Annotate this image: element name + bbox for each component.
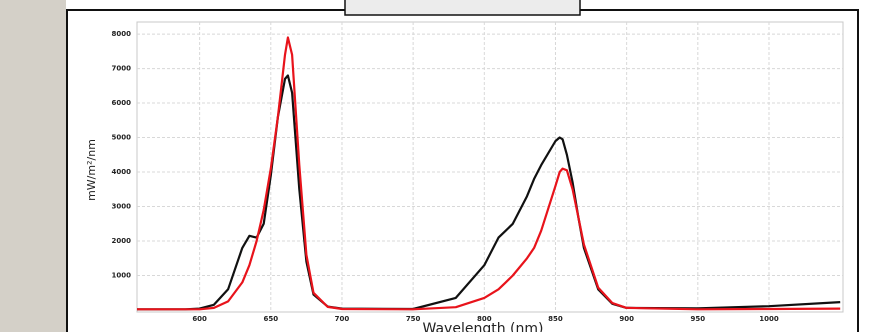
y-tick-label: 7000 — [112, 65, 132, 73]
plot-area — [136, 21, 844, 313]
x-tick-label: 700 — [335, 315, 350, 323]
y-tick-label: 8000 — [112, 30, 132, 38]
x-axis-label: Wavelength (nm) — [423, 321, 544, 332]
x-tick-label: 850 — [548, 315, 563, 323]
x-tick-label: 650 — [263, 315, 278, 323]
x-tick-label: 750 — [406, 315, 421, 323]
x-tick-label: 1000 — [759, 315, 779, 323]
series-line — [137, 36, 841, 311]
x-tick-label: 900 — [619, 315, 634, 323]
x-tick-label: 800 — [477, 315, 492, 323]
y-tick-label: 5000 — [112, 134, 132, 142]
y-tick-label: 6000 — [112, 99, 132, 107]
y-tick-label: 3000 — [112, 203, 132, 211]
tab-box — [344, 0, 581, 16]
chart-frame — [66, 9, 859, 332]
x-tick-label: 950 — [691, 315, 706, 323]
y-axis-label: mW/m²/nm — [85, 139, 98, 201]
y-tick-label: 2000 — [112, 237, 132, 245]
x-tick-label: 600 — [192, 315, 207, 323]
side-panel — [0, 0, 66, 332]
y-tick-label: 4000 — [112, 168, 132, 176]
y-tick-label: 1000 — [112, 272, 132, 280]
